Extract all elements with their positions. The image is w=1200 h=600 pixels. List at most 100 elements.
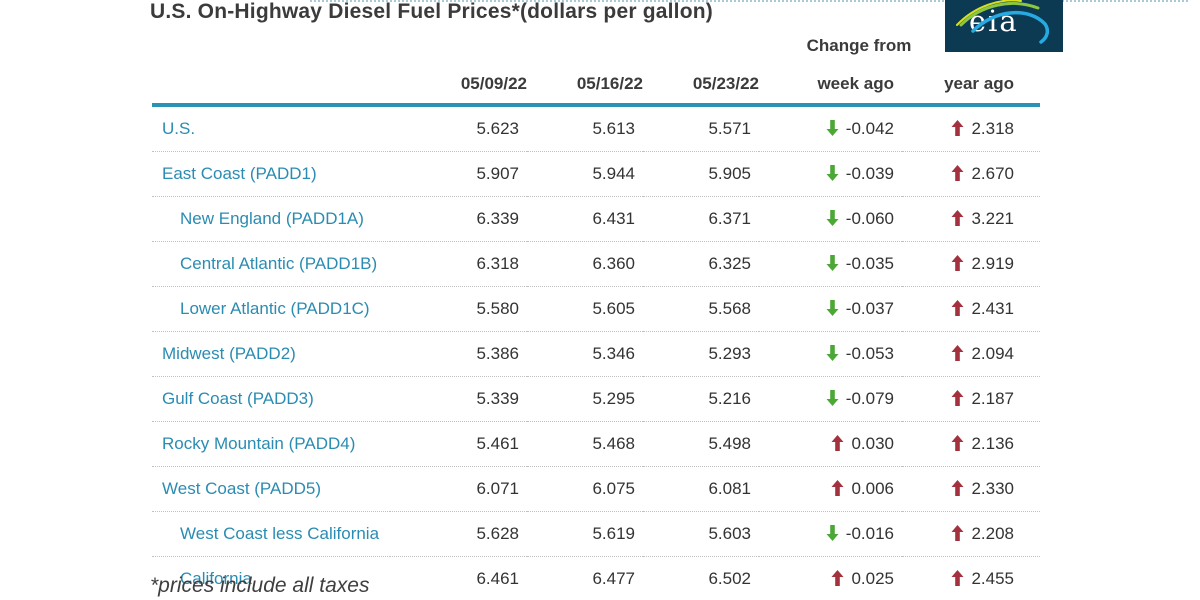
- table-row: East Coast (PADD1) 5.907 5.944 5.905 -0.…: [152, 151, 1040, 197]
- footnote: *prices include all taxes: [150, 574, 370, 597]
- price-cell-2: 5.468: [527, 421, 643, 467]
- table-row: Midwest (PADD2) 5.386 5.346 5.293 -0.053…: [152, 331, 1040, 377]
- week-change-value: -0.042: [845, 119, 894, 138]
- price-cell-2: 5.605: [527, 286, 643, 332]
- region-link[interactable]: Rocky Mountain (PADD4): [162, 434, 356, 453]
- year-change-cell: 2.136: [902, 421, 1040, 467]
- region-cell: West Coast (PADD5): [152, 466, 390, 512]
- week-change-cell: -0.035: [759, 241, 902, 287]
- region-link[interactable]: West Coast (PADD5): [162, 479, 322, 498]
- week-change-value: 0.025: [851, 569, 894, 588]
- price-cell-1: 5.386: [390, 331, 527, 377]
- price-cell-3: 6.081: [643, 466, 759, 512]
- price-cell-1: 5.623: [390, 105, 527, 152]
- week-ago-column-header: week ago: [759, 60, 902, 107]
- year-change-value: 2.330: [971, 479, 1014, 498]
- price-cell-3: 5.216: [643, 376, 759, 422]
- down-arrow-icon: [826, 525, 839, 541]
- region-cell: East Coast (PADD1): [152, 151, 390, 197]
- region-cell: U.S.: [152, 105, 390, 152]
- region-link[interactable]: U.S.: [162, 119, 196, 138]
- table-row: U.S. 5.623 5.613 5.571 -0.042 2.318: [152, 105, 1040, 152]
- region-link[interactable]: Central Atlantic (PADD1B): [180, 254, 378, 273]
- region-link[interactable]: Lower Atlantic (PADD1C): [180, 299, 370, 318]
- week-change-value: -0.079: [845, 389, 894, 408]
- price-cell-1: 5.339: [390, 376, 527, 422]
- table-row: West Coast (PADD5) 6.071 6.075 6.081 0.0…: [152, 466, 1040, 512]
- up-arrow-icon: [951, 345, 964, 361]
- price-cell-2: 6.431: [527, 196, 643, 242]
- region-cell: West Coast less California: [152, 511, 390, 557]
- year-change-cell: 2.670: [902, 151, 1040, 197]
- change-from-label: Change from: [806, 36, 912, 55]
- up-arrow-icon: [951, 120, 964, 136]
- price-cell-3: 6.325: [643, 241, 759, 287]
- table-row: California 6.461 6.477 6.502 0.025 2.455: [152, 556, 1040, 600]
- price-cell-3: 6.371: [643, 196, 759, 242]
- up-arrow-icon: [951, 390, 964, 406]
- year-change-value: 2.208: [971, 524, 1014, 543]
- year-change-cell: 2.455: [902, 556, 1040, 600]
- up-arrow-icon: [951, 300, 964, 316]
- up-arrow-icon: [951, 435, 964, 451]
- price-cell-1: 5.907: [390, 151, 527, 197]
- year-change-value: 2.670: [971, 164, 1014, 183]
- price-cell-3: 6.502: [643, 556, 759, 600]
- week-change-value: 0.030: [851, 434, 894, 453]
- table-header-row: 05/09/22 05/16/22 05/23/22 week ago year…: [152, 60, 1040, 107]
- week-change-cell: 0.030: [759, 421, 902, 467]
- down-arrow-icon: [826, 345, 839, 361]
- week-change-cell: -0.042: [759, 105, 902, 152]
- region-cell: Midwest (PADD2): [152, 331, 390, 377]
- region-link[interactable]: California: [180, 569, 252, 588]
- down-arrow-icon: [826, 120, 839, 136]
- week-change-cell: 0.006: [759, 466, 902, 512]
- year-change-cell: 2.330: [902, 466, 1040, 512]
- week-change-value: 0.006: [851, 479, 894, 498]
- price-cell-2: 6.477: [527, 556, 643, 600]
- week-change-cell: -0.039: [759, 151, 902, 197]
- year-change-cell: 2.431: [902, 286, 1040, 332]
- price-cell-2: 5.619: [527, 511, 643, 557]
- up-arrow-icon: [951, 255, 964, 271]
- region-link[interactable]: West Coast less California: [180, 524, 380, 543]
- price-cell-2: 5.346: [527, 331, 643, 377]
- eia-logo[interactable]: eia: [945, 0, 1063, 52]
- year-change-value: 2.919: [971, 254, 1014, 273]
- up-arrow-icon: [951, 480, 964, 496]
- region-link[interactable]: Midwest (PADD2): [162, 344, 296, 363]
- region-link[interactable]: New England (PADD1A): [180, 209, 364, 228]
- region-link[interactable]: Gulf Coast (PADD3): [162, 389, 314, 408]
- down-arrow-icon: [826, 255, 839, 271]
- region-cell: Lower Atlantic (PADD1C): [152, 286, 390, 332]
- region-link[interactable]: East Coast (PADD1): [162, 164, 317, 183]
- price-cell-3: 5.905: [643, 151, 759, 197]
- region-cell: New England (PADD1A): [152, 196, 390, 242]
- week-change-value: -0.016: [845, 524, 894, 543]
- price-cell-1: 6.318: [390, 241, 527, 287]
- diesel-prices-table: 05/09/22 05/16/22 05/23/22 week ago year…: [152, 60, 1040, 600]
- year-change-cell: 2.094: [902, 331, 1040, 377]
- price-cell-2: 5.295: [527, 376, 643, 422]
- year-change-cell: 2.187: [902, 376, 1040, 422]
- price-cell-3: 5.571: [643, 105, 759, 152]
- table-row: Lower Atlantic (PADD1C) 5.580 5.605 5.56…: [152, 286, 1040, 332]
- up-arrow-icon: [951, 570, 964, 586]
- region-column-header: [152, 60, 390, 107]
- date-column-header-3: 05/23/22: [643, 60, 759, 107]
- price-cell-1: 5.628: [390, 511, 527, 557]
- date-column-header-1: 05/09/22: [390, 60, 527, 107]
- price-cell-2: 6.360: [527, 241, 643, 287]
- price-cell-3: 5.603: [643, 511, 759, 557]
- date-column-header-2: 05/16/22: [527, 60, 643, 107]
- price-cell-3: 5.498: [643, 421, 759, 467]
- price-cell-3: 5.293: [643, 331, 759, 377]
- week-change-cell: -0.079: [759, 376, 902, 422]
- price-cell-1: 5.580: [390, 286, 527, 332]
- region-cell: Gulf Coast (PADD3): [152, 376, 390, 422]
- page-title: U.S. On-Highway Diesel Fuel Prices*(doll…: [150, 0, 713, 23]
- year-change-value: 2.136: [971, 434, 1014, 453]
- year-change-cell: 3.221: [902, 196, 1040, 242]
- year-ago-column-header: year ago: [902, 60, 1040, 107]
